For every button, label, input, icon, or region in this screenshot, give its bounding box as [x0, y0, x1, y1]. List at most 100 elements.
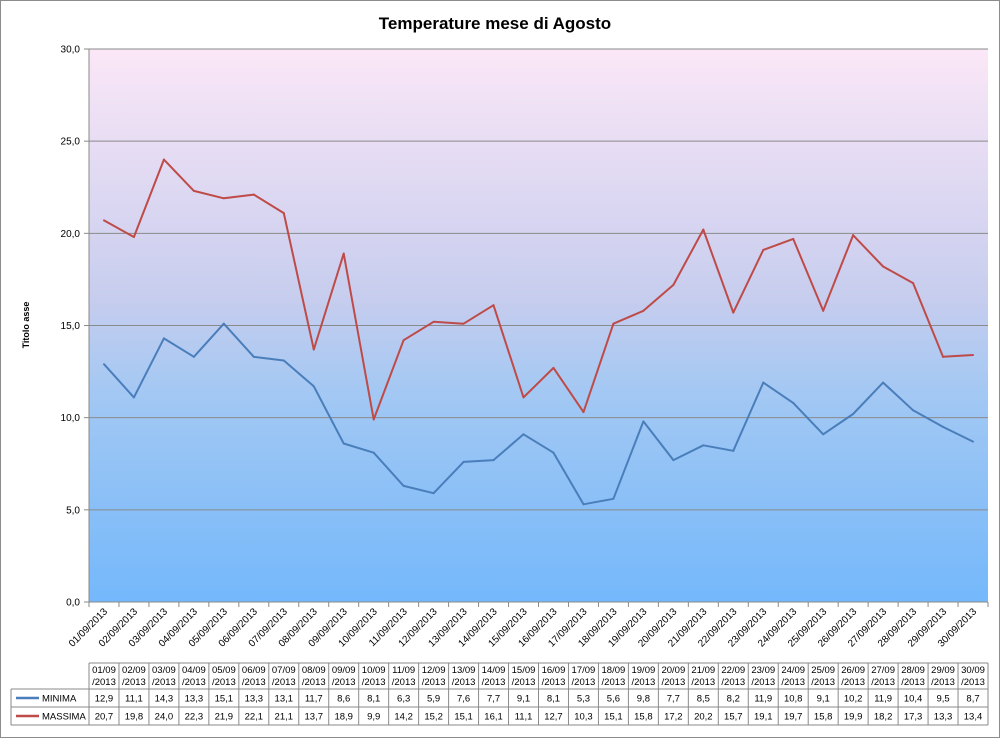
data-point: [972, 440, 975, 443]
data-point: [342, 442, 345, 445]
data-point: [702, 228, 705, 231]
table-header-date: 01/09: [92, 665, 116, 676]
y-tick-label: 15,0: [61, 321, 81, 332]
table-header-year: /2013: [691, 677, 715, 688]
data-point: [492, 459, 495, 462]
data-point: [762, 248, 765, 251]
data-point: [222, 322, 225, 325]
table-cell: 13,7: [305, 712, 324, 723]
table-cell: 12,9: [95, 694, 114, 705]
table-cell: 11,9: [874, 694, 892, 705]
data-point: [252, 355, 255, 358]
table-cell: 18,9: [334, 712, 353, 723]
table-cell: 11,7: [305, 694, 323, 705]
data-point: [282, 359, 285, 362]
data-point: [732, 449, 735, 452]
data-point: [822, 309, 825, 312]
table-cell: 5,9: [427, 694, 440, 705]
table-header-date: 30/09: [961, 665, 985, 676]
table-header-year: /2013: [512, 677, 536, 688]
table-cell: 13,3: [245, 694, 264, 705]
table-header-date: 05/09: [212, 665, 236, 676]
data-point: [972, 353, 975, 356]
table-cell: 8,2: [727, 694, 740, 705]
table-header-year: /2013: [661, 677, 685, 688]
table-cell: 8,7: [966, 694, 979, 705]
table-cell: 5,6: [607, 694, 620, 705]
data-point: [192, 189, 195, 192]
table-cell: 9,9: [367, 712, 380, 723]
table-cell: 11,1: [125, 694, 143, 705]
data-point: [552, 451, 555, 454]
table-header-year: /2013: [931, 677, 955, 688]
table-cell: 14,3: [155, 694, 174, 705]
table-header-year: /2013: [721, 677, 745, 688]
table-cell: 17,2: [664, 712, 683, 723]
data-point: [192, 355, 195, 358]
table-cell: 18,2: [874, 712, 893, 723]
data-point: [942, 425, 945, 428]
table-cell: 9,1: [517, 694, 530, 705]
table-header-year: /2013: [452, 677, 476, 688]
table-header-year: /2013: [272, 677, 296, 688]
data-point: [522, 433, 525, 436]
table-cell: 13,1: [275, 694, 294, 705]
table-cell: 11,1: [515, 712, 533, 723]
table-header-year: /2013: [362, 677, 386, 688]
data-point: [162, 158, 165, 161]
table-header-year: /2013: [542, 677, 566, 688]
data-point: [162, 337, 165, 340]
data-point: [312, 385, 315, 388]
table-header-year: /2013: [122, 677, 146, 688]
table-cell: 15,7: [724, 712, 743, 723]
table-header-date: 13/09: [452, 665, 476, 676]
data-point: [852, 234, 855, 237]
table-cell: 12,7: [544, 712, 563, 723]
data-point: [762, 381, 765, 384]
table-cell: 21,1: [275, 712, 294, 723]
y-tick-label: 20,0: [61, 229, 81, 240]
y-tick-label: 5,0: [66, 505, 80, 516]
table-header-date: 24/09: [781, 665, 805, 676]
table-header-year: /2013: [901, 677, 925, 688]
y-axis-ticks: 0,0 5,0 10,0 15,0 20,0 25,0 30,0: [61, 45, 81, 609]
data-point: [462, 460, 465, 463]
data-point: [822, 433, 825, 436]
data-point: [432, 492, 435, 495]
table-cell: 8,6: [337, 694, 350, 705]
table-cell: 15,2: [424, 712, 443, 723]
table-cell: 19,9: [844, 712, 863, 723]
data-point: [882, 265, 885, 268]
data-point: [672, 283, 675, 286]
table-header-date: 04/09: [182, 665, 206, 676]
data-point: [672, 459, 675, 462]
table-header-date: 22/09: [721, 665, 745, 676]
table-header-year: /2013: [182, 677, 206, 688]
data-point: [792, 237, 795, 240]
table-header-year: /2013: [781, 677, 805, 688]
table-cell: 11,9: [754, 694, 772, 705]
y-tick-label: 10,0: [61, 413, 81, 424]
table-header-date: 25/09: [811, 665, 835, 676]
table-cell: 10,3: [574, 712, 593, 723]
data-point: [522, 396, 525, 399]
table-header-date: 11/09: [392, 665, 415, 676]
table-cell: 13,3: [934, 712, 953, 723]
table-header-date: 07/09: [272, 665, 296, 676]
table-header-year: /2013: [212, 677, 236, 688]
table-cell: 6,3: [397, 694, 410, 705]
table-header-year: /2013: [631, 677, 655, 688]
table-cell: 13,4: [964, 712, 983, 723]
data-table: 01/09/201302/09/201303/09/201304/09/2013…: [10, 662, 989, 726]
table-header-date: 26/09: [841, 665, 865, 676]
table-header-year: /2013: [572, 677, 596, 688]
data-point: [132, 396, 135, 399]
table-cell: 7,7: [667, 694, 680, 705]
legend-label: MASSIMA: [42, 712, 86, 723]
data-point: [912, 282, 915, 285]
table-header-year: /2013: [332, 677, 356, 688]
table-header-date: 16/09: [542, 665, 566, 676]
table-cell: 15,1: [454, 712, 473, 723]
data-point: [402, 484, 405, 487]
data-point: [942, 355, 945, 358]
